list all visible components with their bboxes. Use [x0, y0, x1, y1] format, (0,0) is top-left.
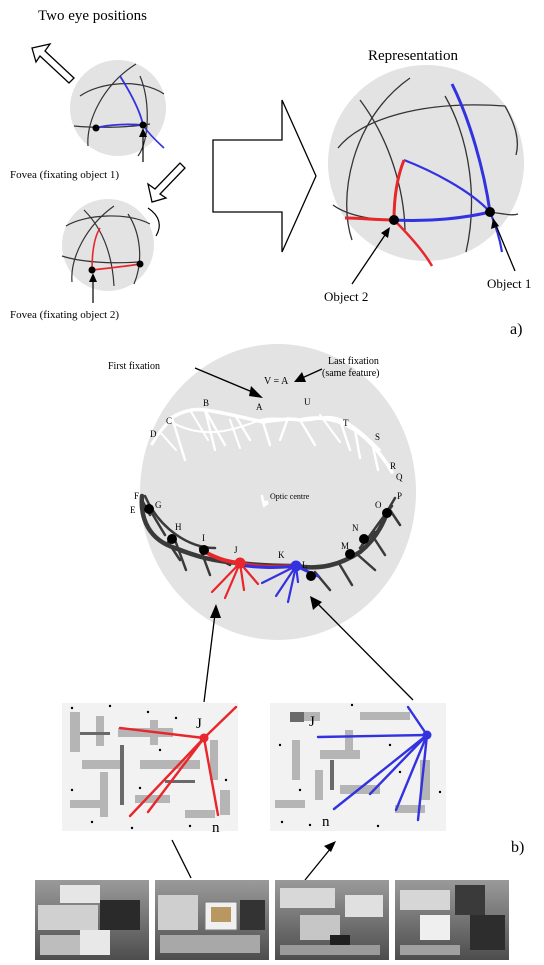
- camera-image-2: [155, 880, 269, 960]
- feature-letter: L: [302, 560, 308, 570]
- panel-a-tag: a): [510, 321, 522, 338]
- feature-letter: U: [304, 397, 311, 407]
- feature-letter: C: [166, 416, 172, 426]
- feature-letter: D: [150, 429, 157, 439]
- fixation-dot: [92, 124, 100, 132]
- eye-sphere-1: [70, 60, 166, 162]
- object-1-label: Object 1: [487, 276, 531, 291]
- patch-right-j: J: [309, 714, 315, 730]
- last-fixation-label: Last fixation: [328, 356, 379, 367]
- feature-letter: O: [375, 500, 382, 510]
- feature-letter: T: [343, 418, 349, 428]
- white-fixation-tracks: [150, 407, 394, 508]
- object-2-label: Object 2: [324, 289, 368, 304]
- fixation-dot: [88, 266, 96, 274]
- panel-a-title: Two eye positions: [38, 8, 147, 24]
- feature-letter: Q: [396, 472, 403, 482]
- object-2-dot: [389, 215, 399, 225]
- fixation-dot: [139, 121, 147, 129]
- photo-2-connector: [171, 839, 192, 879]
- camera-image-4: [395, 880, 509, 960]
- feature-letter: B: [203, 398, 209, 408]
- feature-letter-labels: A B C D E F G H I J K L M N O P Q R S T …: [130, 397, 403, 570]
- feature-letter: A: [256, 402, 263, 412]
- patch-left-pointer: [203, 613, 216, 703]
- camera-image-3: [275, 880, 389, 960]
- panel-a: Two eye positions Fovea (fixating object…: [10, 8, 531, 338]
- feature-letter: J: [234, 545, 238, 555]
- same-feature-label: (same feature): [322, 368, 379, 379]
- eye-rotation-arrow-up-left: [31, 42, 75, 84]
- representation-label: Representation: [368, 48, 458, 64]
- photo-3-connector: [304, 847, 332, 881]
- representation-sphere: [328, 65, 524, 267]
- fovea-1-label: Fovea (fixating object 1): [10, 169, 119, 181]
- fixation-dots: [144, 500, 392, 581]
- optic-centre-label: Optic centre: [270, 492, 310, 501]
- fovea-2-label: Fovea (fixating object 2): [10, 309, 119, 321]
- feature-letter: R: [390, 461, 396, 471]
- feature-letter: E: [130, 505, 136, 515]
- feature-letter: I: [202, 533, 205, 543]
- feature-letter: S: [375, 432, 380, 442]
- feature-letter: G: [155, 500, 162, 510]
- eye-sphere-2: [61, 199, 160, 303]
- feature-letter: F: [134, 491, 139, 501]
- patch-right-n: n: [322, 814, 330, 830]
- patch-left-n: n: [212, 820, 220, 836]
- feature-letter: M: [341, 541, 349, 551]
- camera-image-1: [35, 880, 149, 960]
- object-1-dot: [485, 207, 495, 217]
- feature-patch-left: J n: [62, 703, 238, 836]
- eye-rotation-arrow-up-right: [146, 162, 186, 203]
- feature-letter: H: [175, 522, 182, 532]
- panel-b-tag: b): [511, 839, 524, 856]
- patch-right-pointer: [317, 603, 414, 701]
- feature-letter: P: [397, 491, 402, 501]
- optic-centre-dot: [263, 500, 269, 506]
- first-fixation-label: First fixation: [108, 361, 160, 372]
- feature-patch-right: J n: [270, 703, 446, 831]
- feature-letter: N: [352, 523, 359, 533]
- panel-b: A B C D E F G H I J K L M N O P Q R S T …: [35, 344, 524, 960]
- v-equals-a-label: V = A: [264, 376, 289, 387]
- patch-left-j: J: [196, 716, 202, 732]
- fixation-dot: [136, 260, 144, 268]
- feature-letter: K: [278, 550, 285, 560]
- combine-arrow: [212, 99, 317, 253]
